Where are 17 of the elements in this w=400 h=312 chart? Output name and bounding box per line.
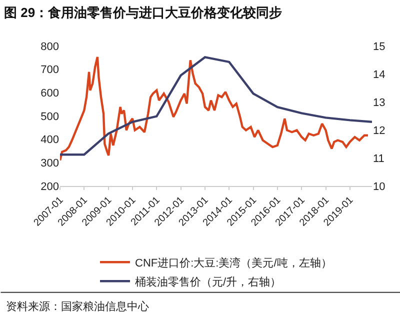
y2-tick-label: 14 (373, 68, 386, 81)
y-tick-label: 200 (40, 180, 59, 193)
legend-label: 桶装油零售价（元/升，右轴） (135, 275, 282, 288)
y-tick-label: 500 (40, 110, 59, 123)
text: 资料来源：国家粮油信息中心 (6, 300, 149, 312)
y-tick-label: 300 (40, 158, 59, 170)
y2-tick-label: 10 (373, 180, 386, 193)
chart-title: 图 29：食用油零售价与进口大豆价格变化较同步 (4, 4, 282, 20)
y2-tick-label: 11 (373, 152, 384, 165)
legend-label: CNF进口价:大豆:美湾（美元/吨，左轴） (135, 256, 332, 270)
y-tick-label: 800 (40, 40, 59, 53)
y-tick-label: 400 (40, 134, 59, 146)
y-tick-label: 700 (40, 64, 59, 76)
y-tick-label: 600 (40, 88, 59, 100)
y2-tick-label: 13 (373, 96, 386, 109)
y2-tick-label: 12 (373, 124, 386, 137)
y2-tick-label: 15 (373, 40, 386, 53)
